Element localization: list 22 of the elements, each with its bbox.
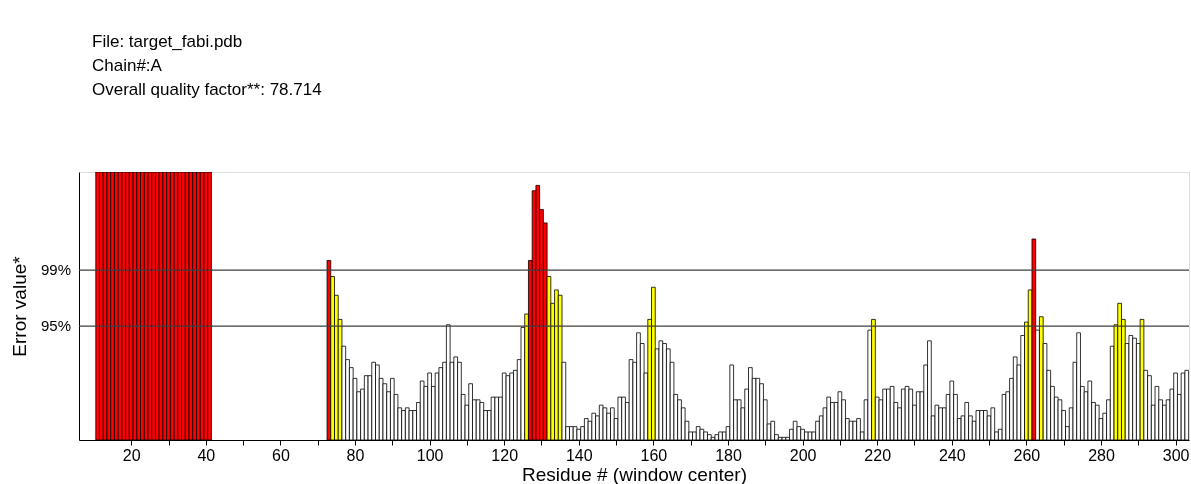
- x-axis-title: Residue # (window center): [522, 463, 747, 484]
- chart-subtitle: Chain#:A: [92, 56, 163, 75]
- x-tick-label: 160: [640, 446, 668, 464]
- x-tick-label: 280: [1088, 446, 1115, 464]
- text: Overall quality factor**: 78.714: [92, 80, 322, 99]
- x-tick-label: 300: [1162, 446, 1190, 464]
- chart-title: File: target_fabi.pdb: [92, 32, 243, 51]
- y-axis-title: Error value*: [8, 255, 30, 357]
- x-tick-label: 200: [789, 446, 817, 464]
- x-tick-label: 60: [272, 446, 290, 464]
- x-tick-label: 40: [197, 446, 216, 464]
- x-tick-label: 260: [1013, 446, 1041, 464]
- x-tick-label: 240: [938, 446, 966, 464]
- text: 99%: [40, 261, 71, 279]
- x-tick-label: 120: [491, 446, 519, 464]
- text: 95%: [40, 317, 71, 335]
- x-tick-label: 80: [346, 446, 365, 464]
- x-tick-label: 140: [565, 446, 593, 464]
- x-tick-label: 220: [864, 446, 892, 464]
- x-tick-label: 180: [715, 446, 742, 464]
- x-tick-label: 100: [416, 446, 444, 464]
- x-tick-label: 20: [122, 446, 141, 464]
